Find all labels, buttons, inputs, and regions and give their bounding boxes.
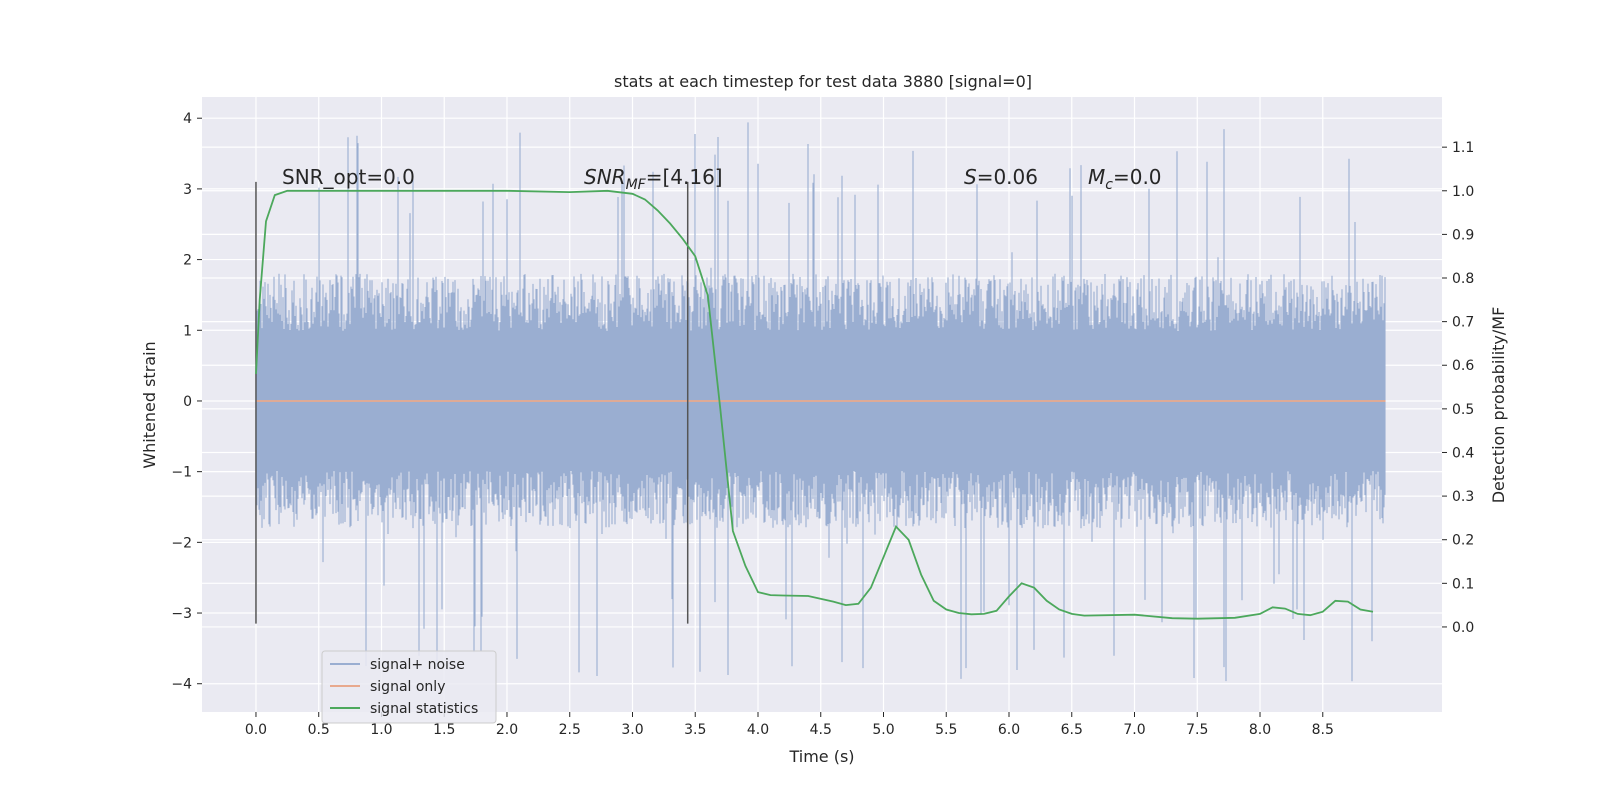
legend-label-signal-noise: signal+ noise [370, 657, 465, 673]
y-axis-right-label: Detection probability/MF [1489, 307, 1508, 504]
x-tick-label-4: 2.0 [496, 722, 518, 738]
y-right-tick-label-9: 0.9 [1452, 227, 1474, 243]
y-right-tick-label-3: 0.3 [1452, 489, 1474, 505]
x-tick-label-13: 6.5 [1061, 722, 1083, 738]
y-left-tick-label-6: 2 [183, 253, 192, 269]
annotation-snr-mf: SNRMF=[4.16] [584, 165, 723, 193]
legend-box [321, 650, 497, 724]
y-axis-right-ticks: 0.0 0.1 0.2 0.3 0.4 0.5 0.6 0.7 0.8 0.9 1.0 1.1 [1442, 140, 1474, 636]
x-tick-label-10: 5.0 [872, 722, 894, 738]
y-left-tick-label-0: −4 [171, 677, 192, 693]
vertical-markers [255, 181, 689, 624]
annotation-s: S=0.06 [964, 165, 1038, 189]
x-tick-label-9: 4.5 [810, 722, 832, 738]
x-tick-label-2: 1.0 [370, 722, 392, 738]
y-axis-left-label: Whitened strain [140, 341, 159, 468]
x-tick-label-1: 0.5 [308, 722, 330, 738]
x-axis-ticks: 0.0 0.5 1.0 1.5 2.0 2.5 3.0 3.5 4.0 4.5 5.0 5.5 6.0 6… [245, 712, 1334, 738]
y-right-tick-label-11: 1.1 [1452, 140, 1474, 156]
y-right-tick-label-5: 0.5 [1452, 402, 1474, 418]
annotation-snr-opt: SNR_opt=0.0 [282, 165, 415, 189]
x-tick-label-7: 3.5 [684, 722, 706, 738]
y-right-tick-label-4: 0.4 [1452, 445, 1474, 461]
y-left-tick-label-4: 0 [183, 394, 192, 410]
y-right-tick-label-7: 0.7 [1452, 315, 1474, 331]
x-tick-label-11: 5.5 [935, 722, 957, 738]
chart-title: stats at each timestep for test data 388… [614, 72, 1032, 91]
x-tick-label-17: 8.5 [1312, 722, 1334, 738]
legend-label-signal-only: signal only [370, 679, 445, 695]
x-tick-label-14: 7.0 [1123, 722, 1145, 738]
y-left-tick-label-2: −2 [171, 535, 192, 551]
y-right-tick-label-8: 0.8 [1452, 271, 1474, 287]
x-tick-label-12: 6.0 [998, 722, 1020, 738]
y-right-tick-label-6: 0.6 [1452, 358, 1474, 374]
y-left-tick-label-5: 1 [183, 323, 192, 339]
x-tick-label-15: 7.5 [1186, 722, 1208, 738]
y-right-tick-label-10: 1.0 [1452, 184, 1474, 200]
x-tick-label-16: 8.0 [1249, 722, 1271, 738]
annotation-mc: Mc=0.0 [1088, 165, 1162, 193]
y-right-tick-label-0: 0.0 [1452, 620, 1474, 636]
y-right-tick-label-1: 0.1 [1452, 576, 1474, 592]
legend-label-signal-statistics: signal statistics [370, 701, 478, 717]
y-axis-left-ticks: −4 −3 −2 −1 0 1 2 3 4 [171, 111, 202, 693]
series-signal-statistics-line [255, 189, 1374, 620]
y-right-tick-label-2: 0.2 [1452, 533, 1474, 549]
x-tick-label-6: 3.0 [621, 722, 643, 738]
y-left-tick-label-3: −1 [171, 465, 192, 481]
y-left-tick-label-7: 3 [183, 182, 192, 198]
x-tick-label-0: 0.0 [245, 722, 267, 738]
y-left-tick-label-8: 4 [183, 111, 192, 127]
x-tick-label-3: 1.5 [433, 722, 455, 738]
x-tick-label-8: 4.0 [747, 722, 769, 738]
x-tick-label-5: 2.5 [559, 722, 581, 738]
y-left-tick-label-1: −3 [171, 606, 192, 622]
x-axis-label: Time (s) [788, 747, 854, 766]
legend: signal+ noise signal only signal statist… [321, 650, 497, 724]
